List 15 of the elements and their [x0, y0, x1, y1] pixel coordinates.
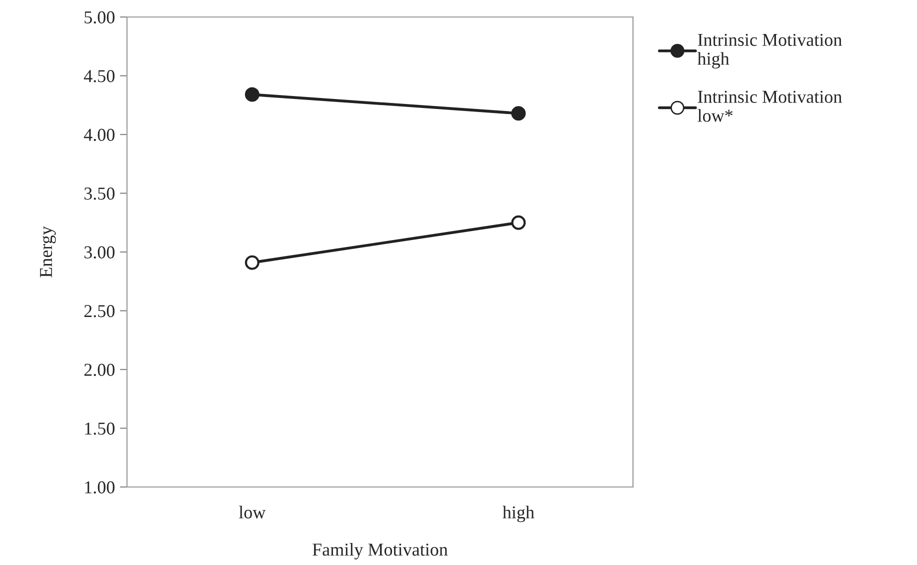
y-tick-label: 3.00: [84, 246, 115, 259]
x-tick-label: high: [502, 506, 534, 522]
y-tick-label: 1.50: [85, 422, 115, 435]
y-axis-title: Energy: [40, 226, 56, 278]
legend-label: Intrinsic Motivation low*: [698, 90, 842, 122]
y-tick-label: 5.00: [84, 11, 115, 24]
x-axis-title: Family Motivation: [312, 543, 448, 560]
y-tick-label: 1.00: [85, 481, 115, 494]
y-tick-label: 4.50: [84, 70, 115, 82]
y-tick-label: 4.00: [84, 128, 115, 142]
y-tick-label: 2.50: [84, 305, 115, 318]
legend-label: Intrinsic Motivation high: [697, 34, 842, 69]
x-tick-label: low: [238, 506, 266, 518]
y-tick-label: 2.00: [84, 364, 115, 376]
y-tick-label: 3.50: [84, 188, 115, 200]
